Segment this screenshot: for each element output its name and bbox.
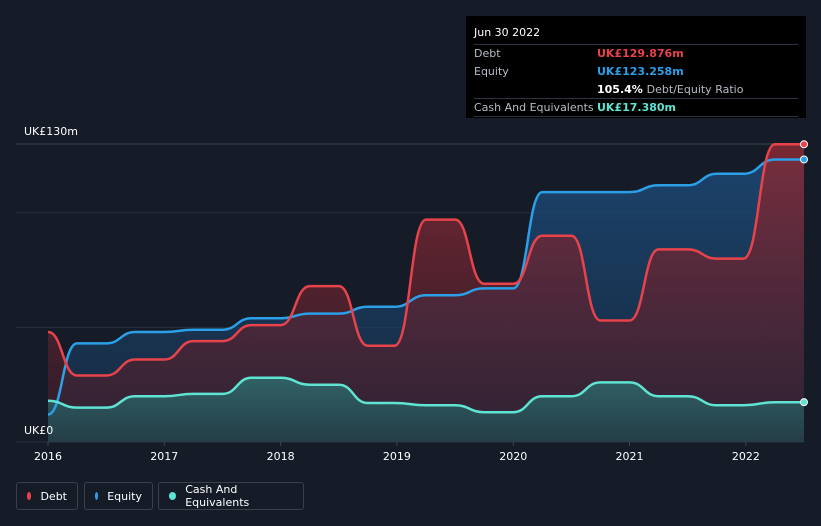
tooltip-date: Jun 30 2022 xyxy=(474,26,541,39)
tooltip-label: Cash And Equivalents xyxy=(474,101,594,114)
tooltip-row-debt: Debt UK£129.876m xyxy=(474,44,798,62)
tooltip-panel: Jun 30 2022 Debt UK£129.876m Equity UK£1… xyxy=(466,16,806,118)
tooltip-label: Debt xyxy=(474,47,501,60)
tooltip-row-cash: Cash And Equivalents UK£17.380m xyxy=(474,98,798,117)
cash-area xyxy=(48,377,804,442)
x-tick-label: 2017 xyxy=(150,450,179,463)
legend-item-cash[interactable]: Cash And Equivalents xyxy=(158,482,304,510)
cash-end-point[interactable] xyxy=(800,398,808,407)
x-tick-label: 2021 xyxy=(615,450,644,463)
legend-label: Equity xyxy=(107,489,142,503)
cash-dot-icon xyxy=(169,492,177,500)
debt-dot-icon xyxy=(27,492,32,500)
equity-end-point[interactable] xyxy=(800,155,808,164)
equity-dot-icon xyxy=(95,492,99,500)
legend-label: Cash And Equivalents xyxy=(185,483,250,509)
y-axis-bottom-label: UK£0 xyxy=(24,424,54,437)
legend-label: Debt xyxy=(40,489,67,503)
tooltip-row-equity: Equity UK£123.258m xyxy=(474,62,798,80)
x-tick-label: 2018 xyxy=(266,450,295,463)
equity-line xyxy=(47,158,804,416)
legend-item-equity[interactable]: Equity xyxy=(84,482,153,510)
x-tick-label: 2020 xyxy=(499,450,528,463)
tooltip-value: 105.4% Debt/Equity Ratio xyxy=(597,81,743,98)
ratio-caption: Debt/Equity Ratio xyxy=(646,83,744,96)
ratio-value: 105.4% xyxy=(597,83,643,96)
x-tick-label: 2016 xyxy=(34,450,62,463)
debt-line xyxy=(47,143,804,377)
tooltip-value: UK£123.258m xyxy=(597,65,684,78)
tooltip-value: UK£129.876m xyxy=(597,47,684,60)
cash-line xyxy=(47,376,804,414)
tooltip-row-ratio: 105.4% Debt/Equity Ratio xyxy=(474,80,798,98)
x-tick-label: 2022 xyxy=(731,450,760,463)
tooltip-label xyxy=(474,81,597,98)
tooltip-label: Equity xyxy=(474,65,509,78)
debt-area xyxy=(48,144,804,442)
tooltip-value: UK£17.380m xyxy=(597,101,677,114)
debt-end-point[interactable] xyxy=(800,140,808,149)
x-tick-label: 2019 xyxy=(382,450,411,463)
y-axis-top-label: UK£130m xyxy=(24,125,78,138)
legend-item-debt[interactable]: Debt xyxy=(16,482,78,510)
